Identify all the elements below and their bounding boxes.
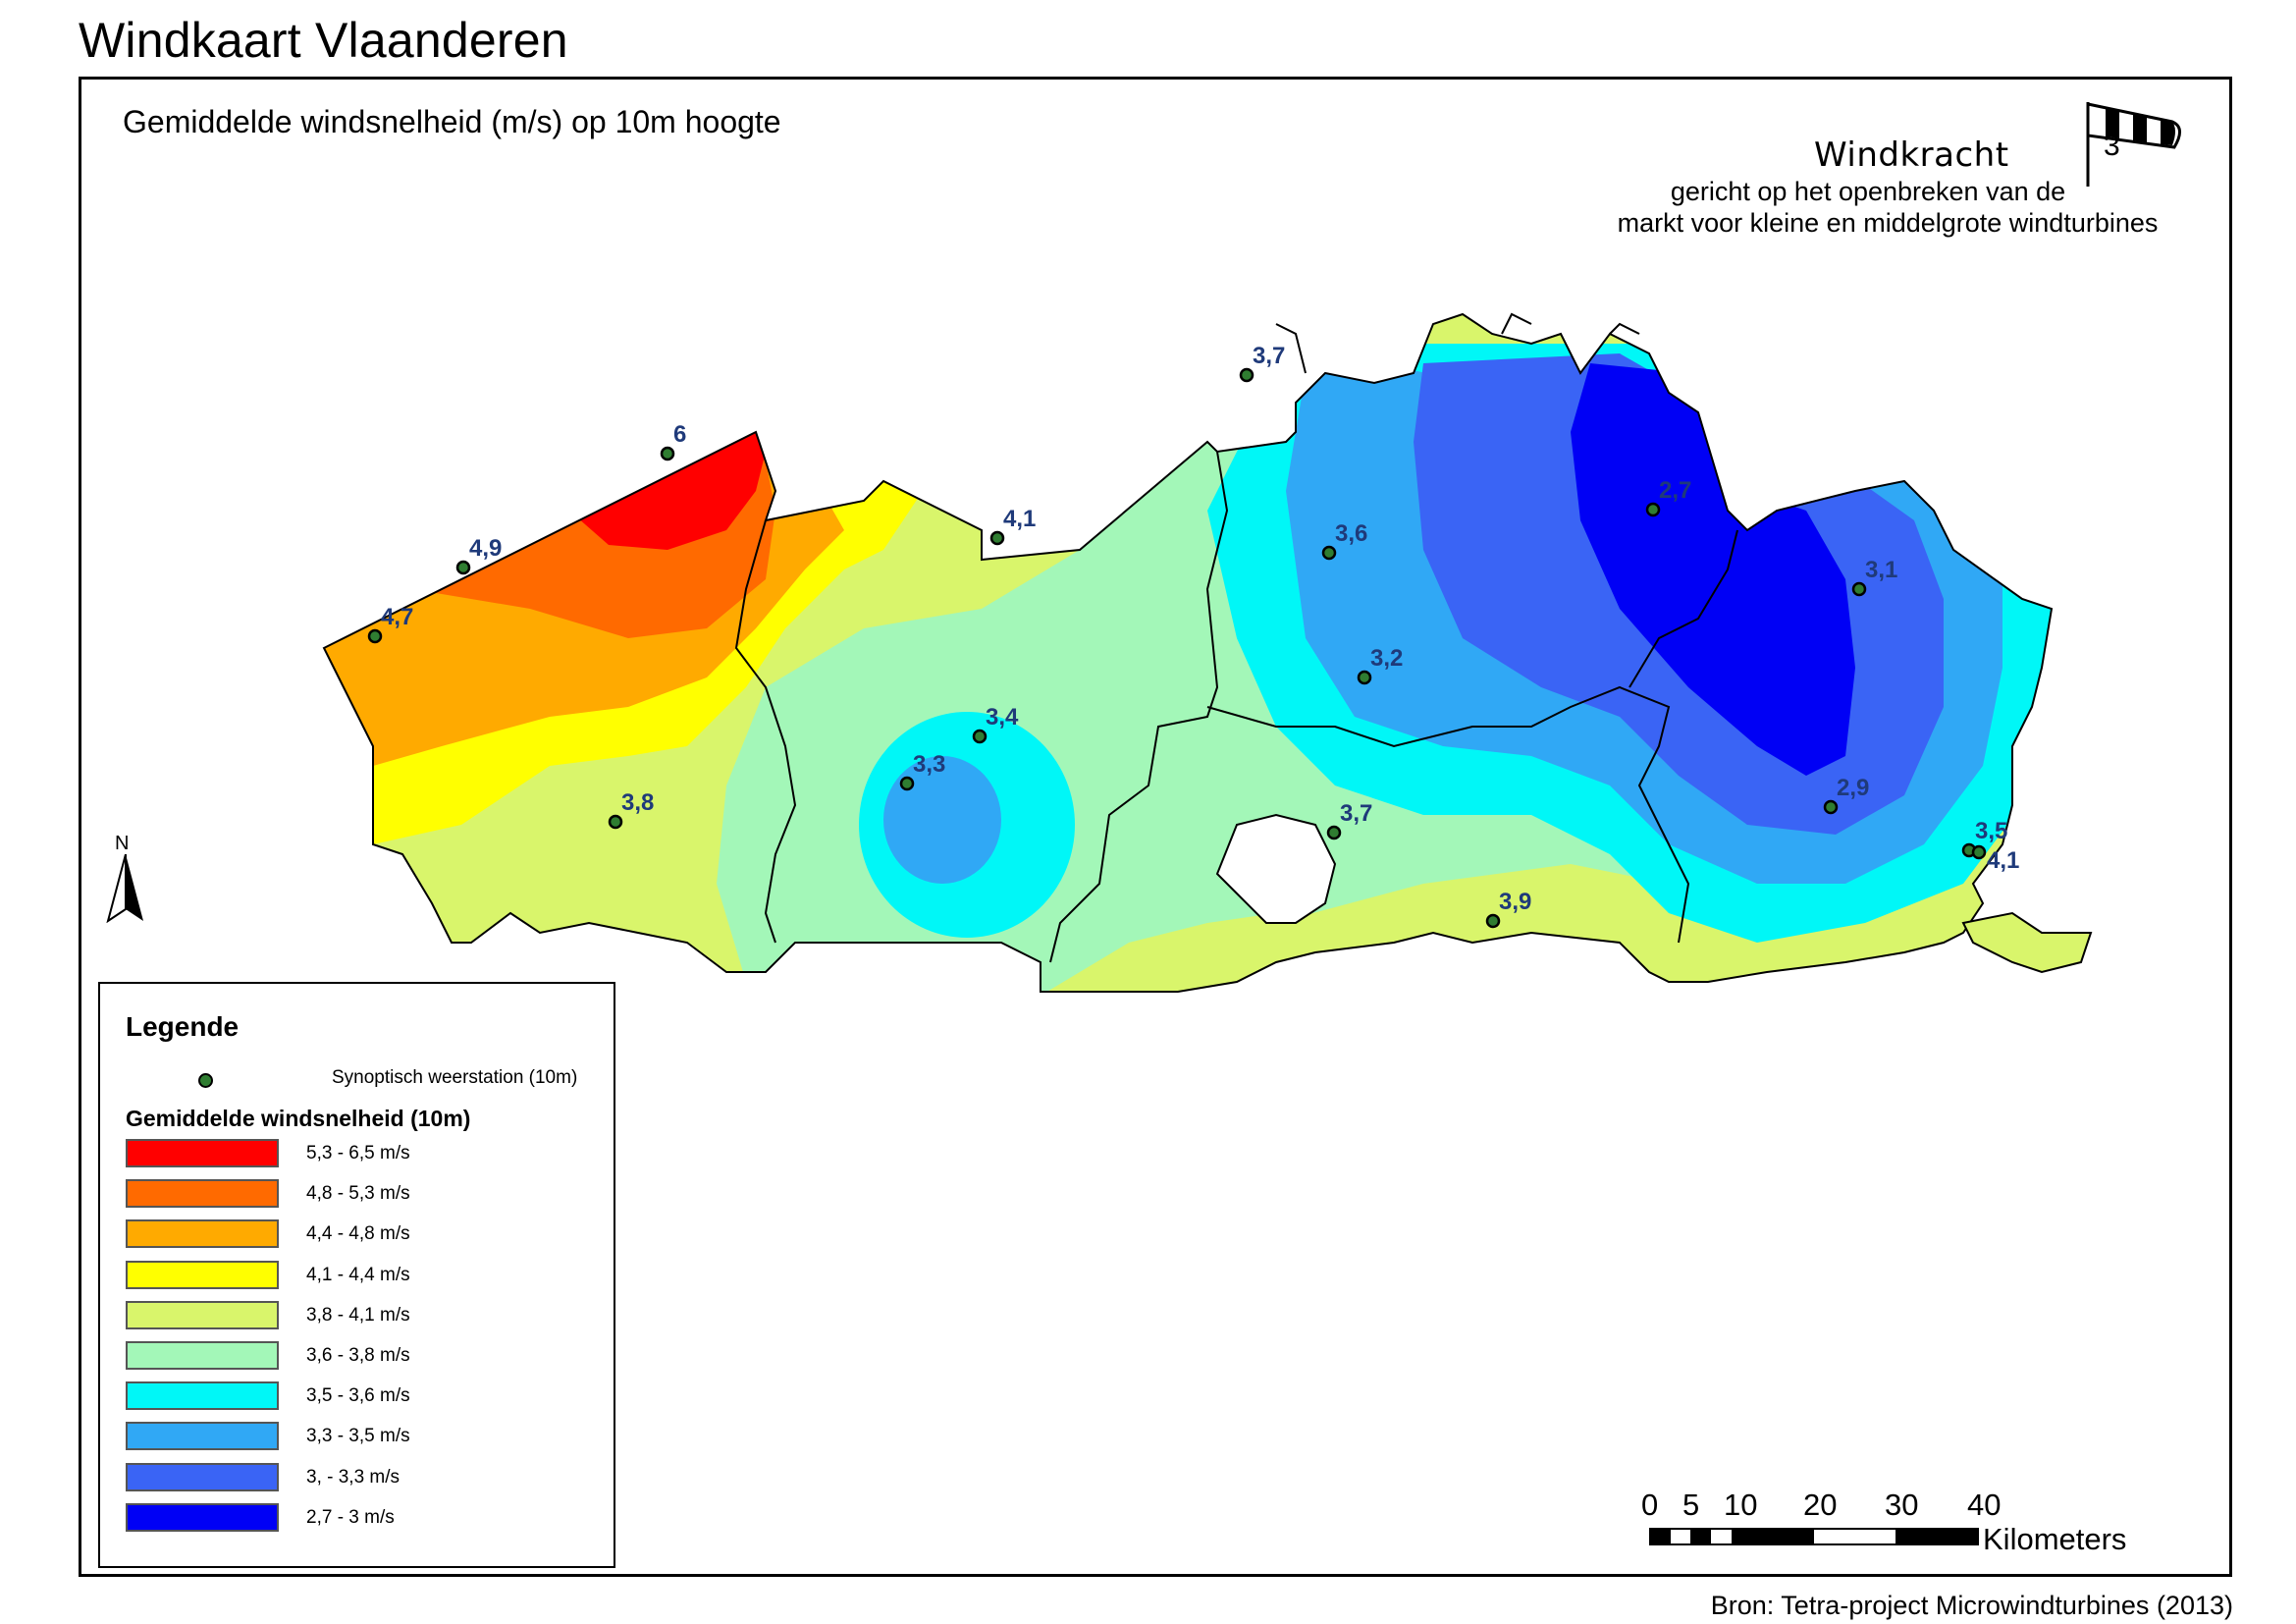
legend-swatch: [126, 1462, 279, 1491]
scale-tick-label: 5: [1682, 1488, 1700, 1522]
map-subtitle: Gemiddelde windsnelheid (m/s) op 10m hoo…: [123, 104, 781, 139]
station-value-label: 3,1: [1865, 557, 1897, 583]
station-value-label: 6: [673, 421, 686, 448]
legend-swatch: [126, 1502, 279, 1532]
legend-class-row: 5,3 - 6,5 m/s: [126, 1139, 577, 1172]
legend-swatch: [126, 1260, 279, 1289]
legend-swatch: [126, 1381, 279, 1411]
station-value-label: 3,4: [986, 704, 1019, 731]
station-marker: [1645, 502, 1661, 517]
station-value-label: 3,6: [1335, 520, 1367, 547]
legend: Legende Synoptisch weerstation (10m) Gem…: [98, 982, 615, 1568]
legend-class-row: 3,8 - 4,1 m/s: [126, 1300, 577, 1334]
legend-class-label: 3, - 3,3 m/s: [306, 1466, 400, 1488]
legend-swatch: [126, 1219, 279, 1249]
brand-tagline-1: gericht op het openbreken van de: [1670, 177, 2066, 206]
station-marker: [1357, 670, 1372, 685]
station-marker: [455, 560, 471, 575]
station-value-label: 3,2: [1370, 645, 1403, 672]
station-marker: [608, 814, 623, 830]
scale-tick-label: 20: [1803, 1488, 1838, 1522]
legend-class-label: 4,8 - 5,3 m/s: [306, 1183, 410, 1205]
scale-bar-graphic: [1649, 1528, 1979, 1545]
legend-swatch: [126, 1139, 279, 1167]
legend-class-row: 4,1 - 4,4 m/s: [126, 1260, 577, 1294]
legend-class-label: 5,3 - 6,5 m/s: [306, 1143, 410, 1164]
brand-name: Windkracht: [1814, 135, 2009, 175]
station-value-label: 4,7: [381, 604, 413, 630]
legend-class-label: 3,8 - 4,1 m/s: [306, 1304, 410, 1326]
station-value-label: 4,9: [469, 535, 502, 562]
station-dot-icon: [198, 1073, 213, 1088]
page-title: Windkaart Vlaanderen: [79, 13, 568, 68]
station-marker: [1485, 913, 1501, 929]
station-value-label: 3,8: [621, 789, 654, 816]
station-marker: [660, 446, 675, 461]
legend-swatch: [126, 1422, 279, 1451]
legend-swatch: [126, 1341, 279, 1370]
legend-title: Legende: [126, 1011, 240, 1042]
station-marker: [899, 776, 915, 791]
scale-bar: 0 5 10 20 30 40 Kilometers: [1641, 1488, 2160, 1566]
scale-tick-label: 30: [1885, 1488, 1919, 1522]
station-value-label: 3,9: [1499, 889, 1531, 915]
station-marker: [1823, 799, 1839, 815]
station-marker: [1239, 367, 1255, 383]
station-marker: [989, 530, 1005, 546]
legend-class-row: 4,4 - 4,8 m/s: [126, 1219, 577, 1253]
scale-unit: Kilometers: [1983, 1522, 2127, 1556]
legend-station-entry: Synoptisch weerstation (10m): [126, 1064, 597, 1094]
legend-class-label: 4,4 - 4,8 m/s: [306, 1223, 410, 1245]
station-marker: [972, 729, 988, 744]
brand-tagline-2: markt voor kleine en middelgrote windtur…: [1617, 208, 2159, 238]
legend-station-label: Synoptisch weerstation (10m): [332, 1067, 578, 1088]
legend-class-row: 3,6 - 3,8 m/s: [126, 1341, 577, 1375]
station-marker: [367, 628, 383, 644]
brand-number: 3: [2104, 130, 2120, 162]
station-markers: 6 4,9 4,7 4,1 3,7 3,6 3,2 3,4 3,3 3,8 3,7 3,9 2,9 3,1…: [367, 343, 2019, 929]
station-marker: [1971, 844, 1987, 860]
source-note: Bron: Tetra-project Microwindturbines (2…: [1710, 1591, 2233, 1620]
scale-tick-label: 40: [1967, 1488, 2002, 1522]
station-value-label: 2,7: [1659, 477, 1691, 504]
station-marker: [1326, 825, 1342, 840]
station-value-label: 2,9: [1837, 775, 1869, 801]
station-value-label: 3,7: [1253, 343, 1285, 369]
legend-class-label: 3,3 - 3,5 m/s: [306, 1426, 410, 1447]
legend-class-row: 4,8 - 5,3 m/s: [126, 1179, 577, 1213]
legend-class-row: 3,3 - 3,5 m/s: [126, 1422, 577, 1455]
legend-class-row: 3,5 - 3,6 m/s: [126, 1381, 577, 1415]
north-arrow-icon: [106, 854, 143, 923]
legend-class-label: 4,1 - 4,4 m/s: [306, 1264, 410, 1285]
scale-tick-label: 10: [1724, 1488, 1758, 1522]
station-value-label: 4,1: [1987, 847, 2019, 874]
legend-classes-title: Gemiddelde windsnelheid (10m): [126, 1106, 471, 1131]
north-label: N: [115, 833, 130, 854]
brand-block: Windkracht 3 gericht op het openbreken v…: [1574, 100, 2202, 247]
station-marker: [1321, 545, 1337, 561]
legend-swatch: [126, 1300, 279, 1329]
station-value-label: 4,1: [1003, 506, 1036, 532]
windsock-icon: [2086, 102, 2181, 187]
legend-class-label: 2,7 - 3 m/s: [306, 1506, 395, 1528]
station-marker: [1851, 581, 1867, 597]
station-value-label: 3,7: [1340, 800, 1372, 827]
map-frame: [79, 77, 2232, 1577]
scale-tick-label: 0: [1641, 1488, 1659, 1522]
station-value-label: 3,3: [913, 751, 945, 778]
legend-class-row: 3, - 3,3 m/s: [126, 1462, 577, 1496]
legend-swatch: [126, 1179, 279, 1209]
legend-class-label: 3,5 - 3,6 m/s: [306, 1385, 410, 1407]
legend-class-label: 3,6 - 3,8 m/s: [306, 1345, 410, 1366]
station-value-label: 3,5: [1975, 818, 2007, 844]
legend-class-row: 2,7 - 3 m/s: [126, 1502, 577, 1537]
